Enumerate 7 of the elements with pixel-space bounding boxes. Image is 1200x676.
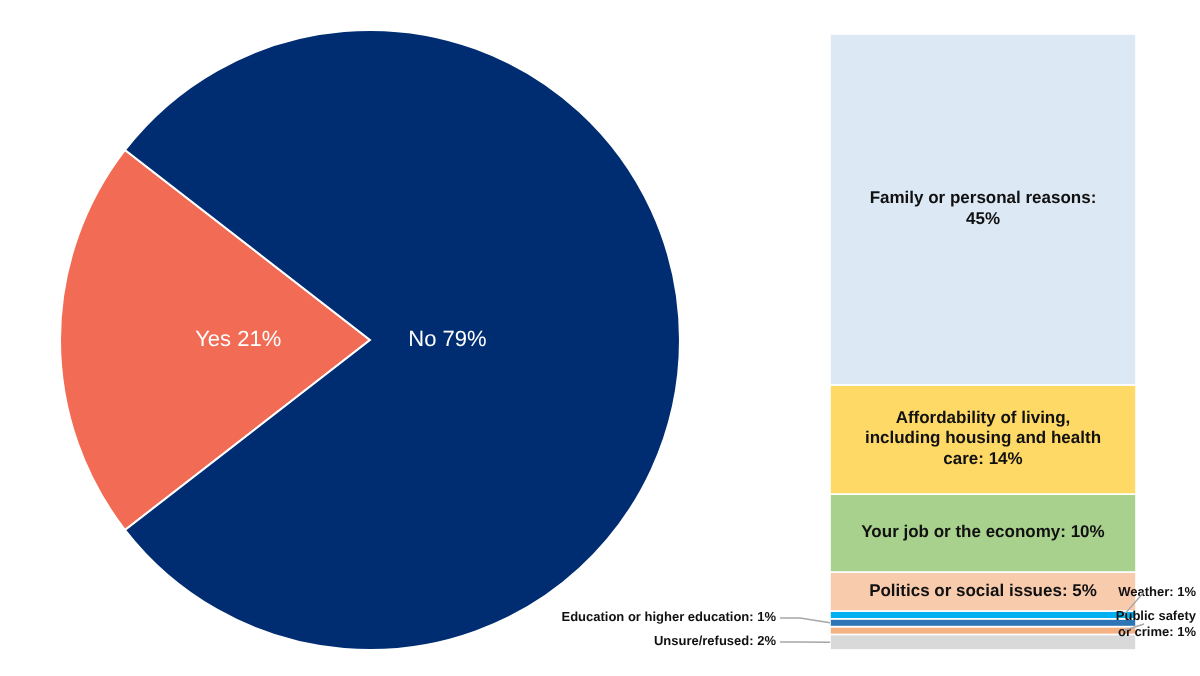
data-label: Affordability of living, including housing and health care: 14%: [864, 407, 1102, 469]
data-label: Family or personal reasons: 45%: [869, 187, 1097, 229]
slice-label: Yes 21%: [195, 327, 282, 352]
data-label: Your job or the economy: 10%: [861, 521, 1106, 542]
slice-label: No 79%: [408, 327, 488, 352]
bar: [829, 633, 1137, 651]
data-label: Politics or social issues: 5%: [869, 580, 1098, 601]
